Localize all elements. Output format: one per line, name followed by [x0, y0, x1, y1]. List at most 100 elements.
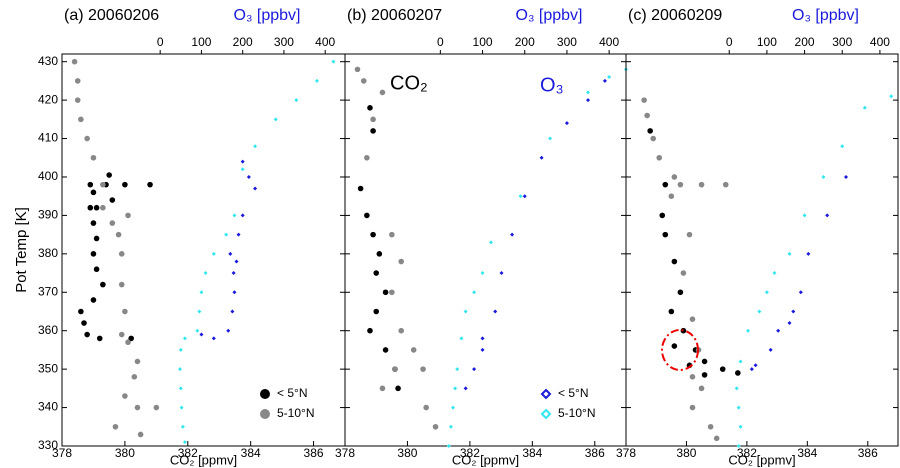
point — [122, 308, 128, 315]
point — [96, 335, 103, 342]
highlight-circle — [661, 329, 699, 371]
point — [586, 90, 591, 95]
point — [134, 358, 141, 365]
point — [382, 289, 389, 296]
point — [360, 78, 367, 84]
point — [659, 212, 666, 219]
x2-tick-label: 0 — [157, 35, 164, 49]
point — [713, 435, 720, 442]
panel: 330 340 350 360 370 380 390 400 410 420 430 378 380 3… — [13, 7, 346, 467]
point — [100, 181, 106, 188]
point — [451, 405, 456, 410]
point — [768, 347, 773, 352]
point — [821, 174, 826, 179]
point — [357, 185, 364, 192]
point — [74, 97, 81, 103]
y-tick-label: 380 — [38, 246, 58, 260]
point — [701, 358, 708, 365]
x-axis-label: CO₂ [ppmv] — [728, 452, 795, 467]
point — [787, 321, 792, 326]
point — [78, 308, 84, 315]
point — [641, 97, 647, 103]
point — [90, 297, 97, 303]
x-tick-label: 378 — [616, 446, 636, 460]
x2-axis-label: O₃ [ppbv] — [234, 7, 301, 24]
point — [398, 327, 405, 334]
point — [125, 212, 131, 219]
point — [459, 336, 464, 341]
point — [81, 320, 87, 326]
point — [607, 75, 612, 80]
point — [802, 213, 807, 218]
point — [128, 335, 134, 342]
point — [376, 251, 383, 257]
point — [112, 423, 119, 430]
point — [757, 309, 762, 314]
point — [488, 240, 493, 245]
point — [370, 116, 376, 123]
x-tick-label: 382 — [178, 446, 198, 460]
point — [701, 372, 708, 378]
point — [178, 386, 183, 391]
x2-tick-label: 100 — [191, 35, 211, 49]
point — [90, 251, 97, 257]
point — [354, 66, 361, 73]
point — [379, 89, 386, 96]
point — [109, 220, 116, 226]
point — [224, 232, 229, 237]
point — [644, 112, 650, 119]
point — [74, 78, 81, 84]
point — [370, 231, 376, 238]
point — [199, 290, 204, 295]
point — [749, 367, 754, 372]
point — [844, 174, 849, 179]
point — [195, 328, 200, 333]
y-tick-label: 350 — [38, 361, 58, 375]
x2-axis-label: O₃ [ppbv] — [792, 7, 859, 24]
point — [698, 181, 705, 188]
x-tick-label: 378 — [52, 446, 72, 460]
point — [137, 431, 144, 438]
x-axis-label: CO₂ [ppmv] — [452, 452, 519, 467]
legend-label: 5-10°N — [558, 406, 595, 420]
legend-marker — [260, 389, 270, 399]
point — [734, 386, 739, 391]
x-tick-label: 382 — [737, 446, 757, 460]
legend-marker — [540, 408, 552, 420]
point — [564, 121, 569, 126]
point — [472, 367, 477, 372]
point — [686, 231, 693, 238]
point — [230, 309, 235, 314]
point — [671, 174, 678, 180]
x2-tick-label: 100 — [757, 35, 777, 49]
x-tick-label: 386 — [858, 446, 878, 460]
x-tick-label: 380 — [397, 446, 417, 460]
panel: 378 380 382 384 386 0 100 200 300 400 (b) 20060207… — [335, 7, 628, 467]
point — [680, 270, 687, 276]
point — [231, 271, 236, 276]
point — [398, 258, 405, 265]
x2-tick-label: 400 — [315, 35, 335, 49]
point — [662, 181, 669, 188]
panel-title: (c) 20060209 — [628, 7, 722, 24]
point — [764, 290, 769, 295]
point — [389, 231, 395, 238]
point — [446, 444, 451, 448]
point — [125, 339, 131, 346]
x2-tick-label: 400 — [870, 35, 890, 49]
point — [364, 154, 370, 161]
y-tick-label: 430 — [38, 54, 58, 68]
point — [668, 193, 675, 199]
y-tick-label: 330 — [38, 438, 58, 452]
point — [736, 405, 741, 410]
point — [246, 174, 251, 179]
x2-tick-label: 200 — [515, 35, 535, 49]
point — [480, 347, 485, 352]
x-tick-label: 378 — [335, 446, 355, 460]
point — [370, 128, 376, 134]
point — [862, 105, 867, 110]
point — [232, 290, 237, 295]
point — [364, 212, 370, 219]
point — [367, 105, 373, 111]
point — [197, 309, 202, 314]
